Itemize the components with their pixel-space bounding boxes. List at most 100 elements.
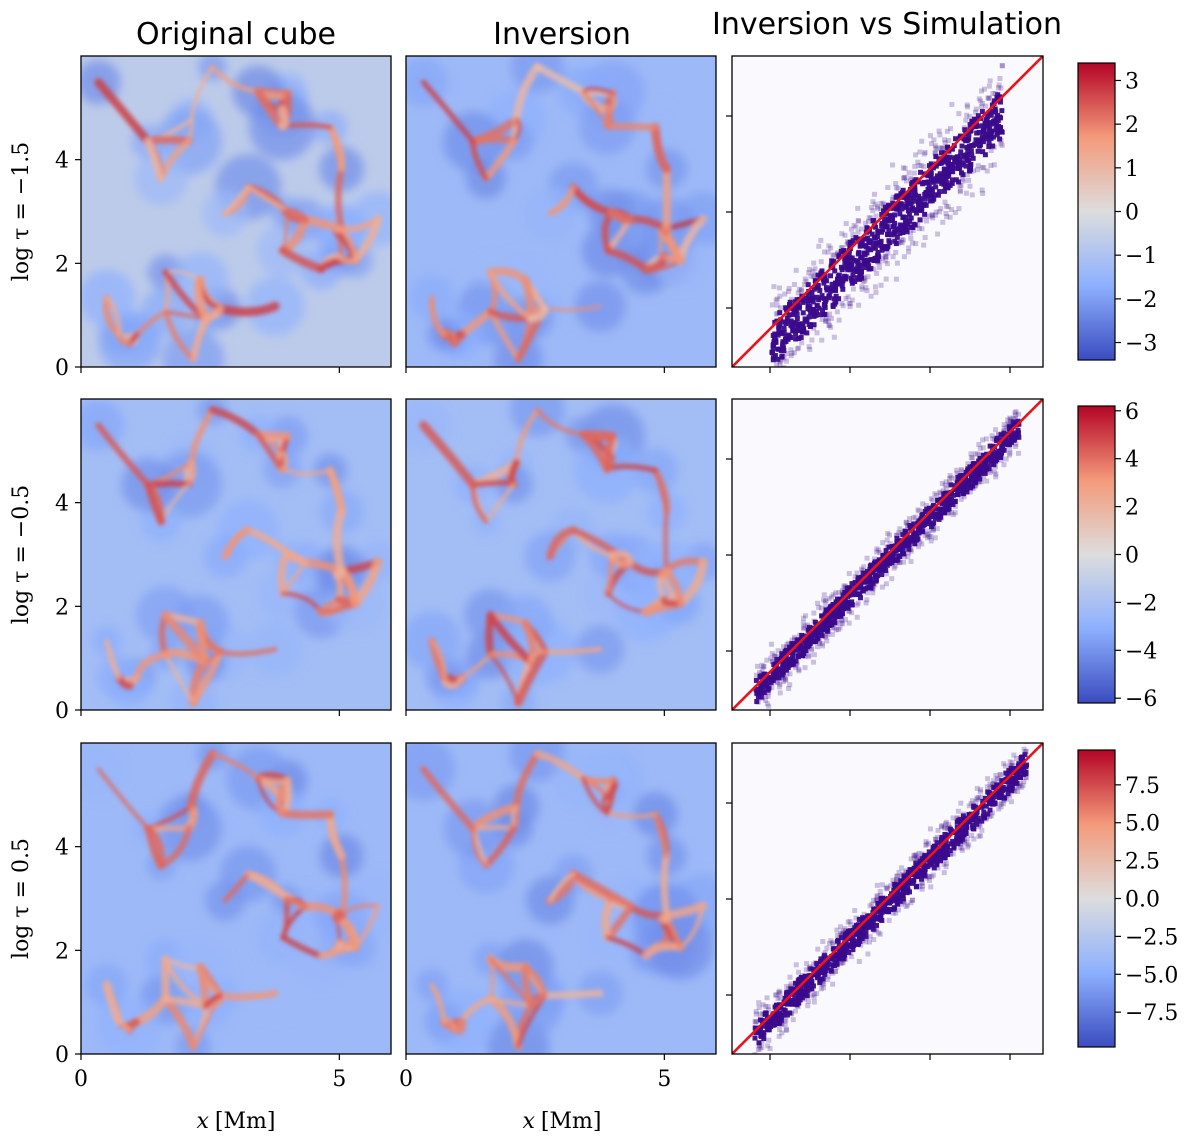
- density-point: [763, 1003, 769, 1009]
- density-point: [889, 232, 895, 238]
- density-point: [950, 851, 956, 857]
- density-point: [804, 993, 810, 999]
- intergranular-lane: [278, 246, 326, 274]
- intergranular-lane: [607, 208, 634, 225]
- density-point: [926, 521, 932, 527]
- density-point: [1010, 763, 1016, 769]
- density-point: [875, 897, 881, 903]
- density-point: [919, 541, 925, 547]
- density-point: [997, 75, 1003, 81]
- density-point: [793, 1001, 799, 1007]
- density-point: [859, 237, 865, 243]
- density-point: [972, 141, 978, 147]
- density-point: [878, 897, 884, 903]
- density-point: [810, 983, 816, 989]
- density-point: [771, 670, 777, 676]
- density-point: [783, 306, 789, 312]
- density-point: [947, 126, 953, 132]
- density-point: [929, 874, 935, 880]
- intergranular-lane: [660, 852, 671, 919]
- density-point: [769, 658, 775, 664]
- density-point: [928, 533, 934, 539]
- intergranular-lane: [605, 811, 658, 819]
- density-point: [823, 624, 829, 630]
- intergranular-lane: [608, 895, 634, 910]
- y-tick-label: 2: [55, 939, 69, 964]
- intergranular-lane: [144, 480, 192, 489]
- density-point: [841, 583, 847, 589]
- density-point: [966, 480, 972, 486]
- density-point: [791, 636, 797, 642]
- density-point: [865, 246, 871, 252]
- density-point: [775, 648, 781, 654]
- density-point: [1020, 782, 1026, 788]
- x-axis-label-original: x [Mm]: [197, 1109, 276, 1134]
- density-point: [794, 662, 800, 668]
- density-point: [930, 853, 936, 859]
- density-point: [906, 211, 912, 217]
- density-point: [787, 671, 793, 677]
- density-point: [973, 116, 979, 122]
- density-point: [831, 613, 837, 619]
- density-point: [968, 148, 974, 154]
- density-point: [861, 911, 867, 917]
- density-point: [765, 1004, 771, 1010]
- density-point: [931, 137, 937, 143]
- density-point: [939, 834, 945, 840]
- density-point: [850, 238, 856, 244]
- density-point: [754, 690, 760, 696]
- density-point: [777, 359, 783, 365]
- density-point: [771, 662, 777, 668]
- density-point: [934, 492, 940, 498]
- density-point: [885, 218, 891, 224]
- density-point: [814, 625, 820, 631]
- density-point: [911, 187, 917, 193]
- density-point: [911, 852, 917, 858]
- density-point: [876, 228, 882, 234]
- density-point: [924, 218, 930, 224]
- density-point: [959, 143, 965, 149]
- density-point: [783, 677, 789, 683]
- density-point: [764, 682, 770, 688]
- density-point: [924, 502, 930, 508]
- density-point: [917, 201, 923, 207]
- density-point: [815, 644, 821, 650]
- intergranular-lane: [275, 793, 286, 817]
- density-point: [805, 982, 811, 988]
- density-point: [823, 633, 829, 639]
- density-point: [854, 602, 860, 608]
- density-point: [914, 883, 920, 889]
- density-point: [890, 254, 896, 260]
- intergranular-lane: [527, 304, 549, 323]
- density-point: [814, 330, 820, 336]
- density-point: [876, 930, 882, 936]
- intergranular-lane: [351, 215, 383, 265]
- density-point: [932, 836, 938, 842]
- map-field: [406, 399, 716, 710]
- density-point: [973, 109, 979, 115]
- column-title-inversion: Inversion: [493, 17, 631, 52]
- density-point: [944, 214, 950, 220]
- density-point: [944, 507, 950, 513]
- density-point: [928, 170, 934, 176]
- density-point: [828, 315, 834, 321]
- intergranular-lane: [528, 992, 548, 1009]
- density-point: [986, 129, 992, 135]
- density-point: [777, 1019, 783, 1025]
- density-point: [996, 806, 1002, 812]
- density-point: [798, 334, 804, 340]
- density-point: [894, 535, 900, 541]
- density-point: [822, 305, 828, 311]
- density-point: [954, 819, 960, 825]
- density-point: [974, 464, 980, 470]
- density-point: [757, 674, 763, 680]
- density-point: [943, 841, 949, 847]
- density-point: [797, 322, 803, 328]
- reference-line: [732, 56, 1043, 367]
- density-point: [842, 599, 848, 605]
- density-point: [825, 631, 831, 637]
- density-point: [1013, 441, 1019, 447]
- y-tick-label: 2: [55, 252, 69, 277]
- density-point: [992, 794, 998, 800]
- density-point: [823, 634, 829, 640]
